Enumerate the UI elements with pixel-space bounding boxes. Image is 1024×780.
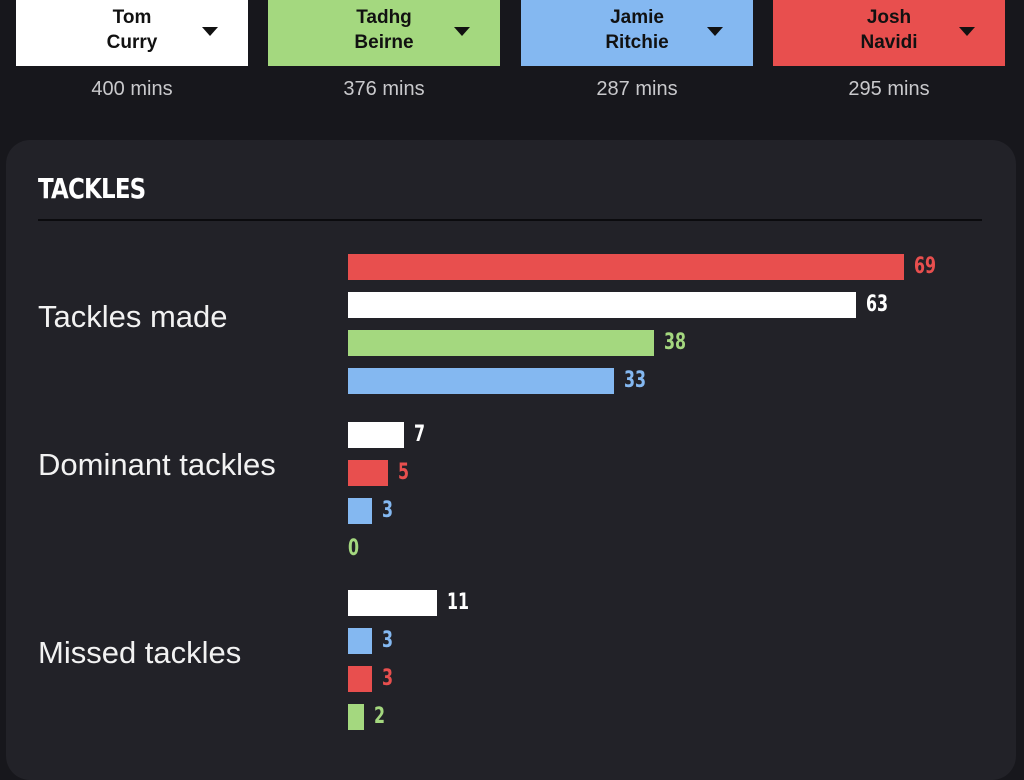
player-minutes: 287 mins [596,78,678,100]
player-last-name: Curry [106,32,158,53]
bar-value-label: 0 [348,536,360,561]
bar-value-label: 7 [414,422,426,447]
stat-label-tackles-made: Tackles made [38,299,228,334]
section-divider [38,219,982,221]
stat-label-dominant-tackles: Dominant tackles [38,447,276,482]
section-title: TACKLES [38,172,146,205]
bar [348,292,856,318]
bar [348,628,372,654]
player-selector-4[interactable]: Josh Navidi [773,0,1005,66]
player-name: Josh Navidi [829,5,949,55]
bar [348,666,372,692]
player-last-name: Navidi [860,32,918,53]
bar-value-label: 69 [914,254,937,279]
bar-value-label: 3 [382,628,394,653]
bar [348,422,404,448]
bar [348,330,654,356]
caret-down-icon[interactable] [202,27,218,36]
bar-value-label: 5 [398,460,410,485]
bar-value-label: 38 [664,330,687,355]
bar [348,254,904,280]
player-last-name: Beirne [354,32,414,53]
bar [348,704,364,730]
player-minutes: 400 mins [91,78,173,100]
player-last-name: Ritchie [605,32,669,53]
bar [348,460,388,486]
bar-value-label: 11 [447,590,470,615]
player-first-name: Jamie [610,7,664,28]
player-name: Tom Curry [72,5,192,55]
bar [348,498,372,524]
bar-value-label: 2 [374,704,386,729]
bar-value-label: 63 [866,292,889,317]
player-selector-2[interactable]: Tadhg Beirne [268,0,500,66]
bar-value-label: 33 [624,368,647,393]
player-first-name: Josh [866,7,912,28]
bar-value-label: 3 [382,666,394,691]
player-selector-3[interactable]: Jamie Ritchie [521,0,753,66]
caret-down-icon[interactable] [454,27,470,36]
player-first-name: Tadhg [356,7,412,28]
player-name: Jamie Ritchie [577,5,697,55]
tackles-panel [6,140,1016,780]
player-minutes: 376 mins [343,78,425,100]
stat-label-missed-tackles: Missed tackles [38,635,242,670]
player-name: Tadhg Beirne [324,5,444,55]
bar [348,590,437,616]
player-selector-1[interactable]: Tom Curry [16,0,248,66]
bar-value-label: 3 [382,498,394,523]
player-first-name: Tom [112,7,152,28]
caret-down-icon[interactable] [707,27,723,36]
bar [348,368,614,394]
caret-down-icon[interactable] [959,27,975,36]
player-minutes: 295 mins [848,78,930,100]
